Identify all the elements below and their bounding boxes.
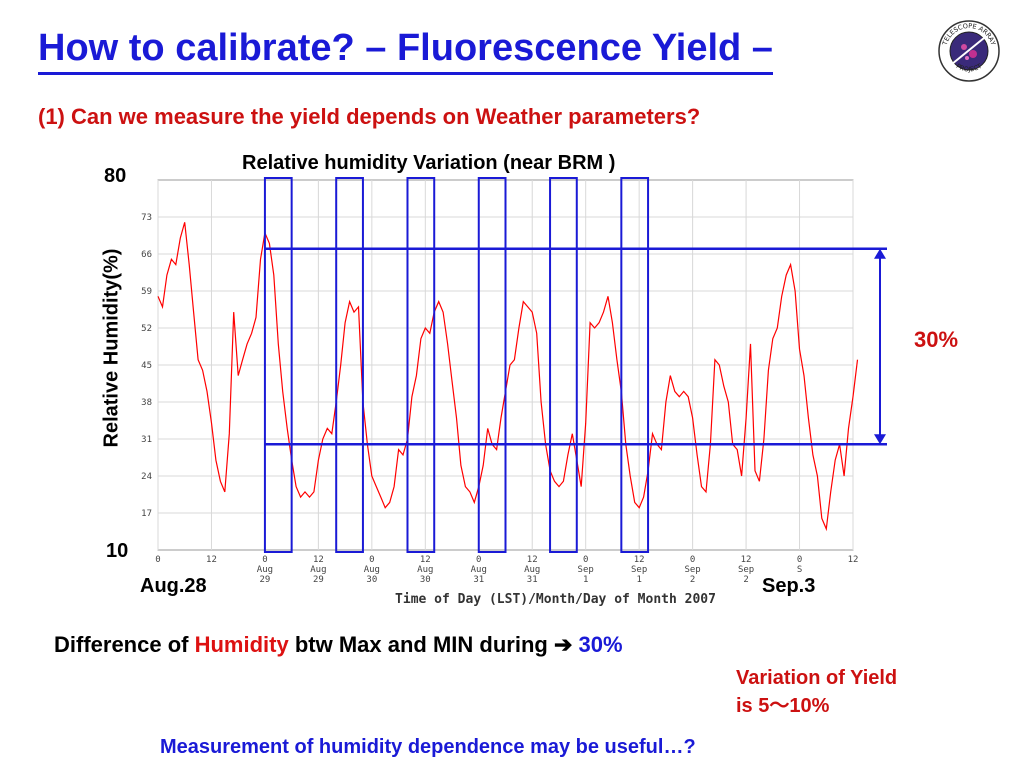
- slide-title: How to calibrate? – Fluorescence Yield –: [38, 26, 773, 75]
- chart-title: Relative humidity Variation (near BRM ): [242, 152, 616, 174]
- y-tick-label: 31: [141, 435, 152, 445]
- range-arrow-head-bottom: [874, 434, 886, 445]
- y-top-label: 80: [104, 165, 127, 187]
- start-date-label: Aug.28: [140, 575, 207, 597]
- x-axis-title: Time of Day (LST)/Month/Day of Month 200…: [395, 592, 716, 607]
- x-tick-day: 1: [583, 575, 588, 585]
- x-tick-label: 12: [313, 555, 324, 565]
- x-tick-day: 30: [366, 575, 377, 585]
- difference-statement: Difference of Humidity btw Max and MIN d…: [54, 632, 623, 658]
- x-tick-month: Aug: [310, 565, 326, 575]
- end-date-label: Sep.3: [762, 575, 816, 597]
- yield-variation-note: Variation of Yield is 5～10%: [736, 664, 897, 720]
- x-tick-day: 29: [260, 575, 271, 585]
- x-tick-label: 0: [369, 555, 374, 565]
- difference-highlight: Humidity: [194, 632, 289, 657]
- x-tick-label: 0: [262, 555, 267, 565]
- x-tick-day: 30: [420, 575, 431, 585]
- highlight-window: [477, 177, 507, 553]
- y-tick-label: 45: [141, 361, 152, 371]
- y-bottom-label: 10: [106, 540, 129, 562]
- y-tick-label: 66: [141, 250, 152, 260]
- range-arrow-head-top: [874, 248, 886, 259]
- x-tick-day: 31: [527, 575, 538, 585]
- y-tick-label: 73: [141, 213, 152, 223]
- telescope-array-logo: TELESCOPE ARRAY PROJECT: [938, 20, 1000, 82]
- svg-text:PROJECT: PROJECT: [955, 62, 984, 74]
- yield-note-line2: is 5～10%: [736, 695, 830, 717]
- x-tick-label: 12: [848, 555, 859, 565]
- x-tick-month: Sep: [578, 565, 594, 575]
- difference-value: 30%: [578, 632, 623, 657]
- y-tick-label: 52: [141, 324, 152, 334]
- x-tick-month: Aug: [417, 565, 433, 575]
- y-tick-label: 38: [141, 398, 152, 408]
- x-tick-day: 2: [690, 575, 695, 585]
- x-tick-month: Sep: [738, 565, 754, 575]
- x-tick-label: 0: [797, 555, 802, 565]
- highlight-window: [620, 177, 650, 553]
- x-tick-month: S: [797, 565, 802, 575]
- slide-subtitle: (1) Can we measure the yield depends on …: [38, 104, 701, 129]
- x-tick-label: 12: [206, 555, 217, 565]
- x-tick-label: 0: [476, 555, 481, 565]
- footer-note: Measurement of humidity dependence may b…: [160, 736, 696, 758]
- x-tick-label: 0: [583, 555, 588, 565]
- x-tick-day: 2: [743, 575, 748, 585]
- difference-prefix: Difference of: [54, 632, 195, 657]
- x-tick-month: Aug: [524, 565, 540, 575]
- x-tick-label: 12: [741, 555, 752, 565]
- highlight-window: [263, 177, 293, 553]
- highlight-window: [335, 177, 364, 553]
- range-percent-label: 30%: [914, 327, 959, 352]
- y-tick-label: 17: [141, 509, 152, 519]
- difference-middle: btw Max and MIN during: [288, 632, 554, 657]
- highlight-window: [549, 177, 578, 553]
- x-tick-label: 12: [634, 555, 645, 565]
- humidity-series-line: [157, 222, 859, 532]
- arrow-icon: ➔: [553, 632, 573, 657]
- x-tick-month: Sep: [684, 565, 700, 575]
- y-tick-label: 24: [141, 472, 152, 482]
- x-tick-month: Aug: [364, 565, 380, 575]
- x-tick-month: Sep: [631, 565, 647, 575]
- y-tick-label: 59: [141, 287, 152, 297]
- x-tick-day: 29: [313, 575, 324, 585]
- x-tick-month: Aug: [471, 565, 487, 575]
- x-tick-label: 12: [420, 555, 431, 565]
- x-tick-month: Aug: [257, 565, 273, 575]
- x-tick-day: 1: [636, 575, 641, 585]
- x-tick-day: 31: [473, 575, 484, 585]
- highlight-window: [406, 177, 436, 553]
- x-tick-label: 0: [690, 555, 695, 565]
- yield-note-line1: Variation of Yield: [736, 667, 898, 689]
- x-tick-label: 12: [527, 555, 538, 565]
- x-tick-label: 0: [155, 555, 160, 565]
